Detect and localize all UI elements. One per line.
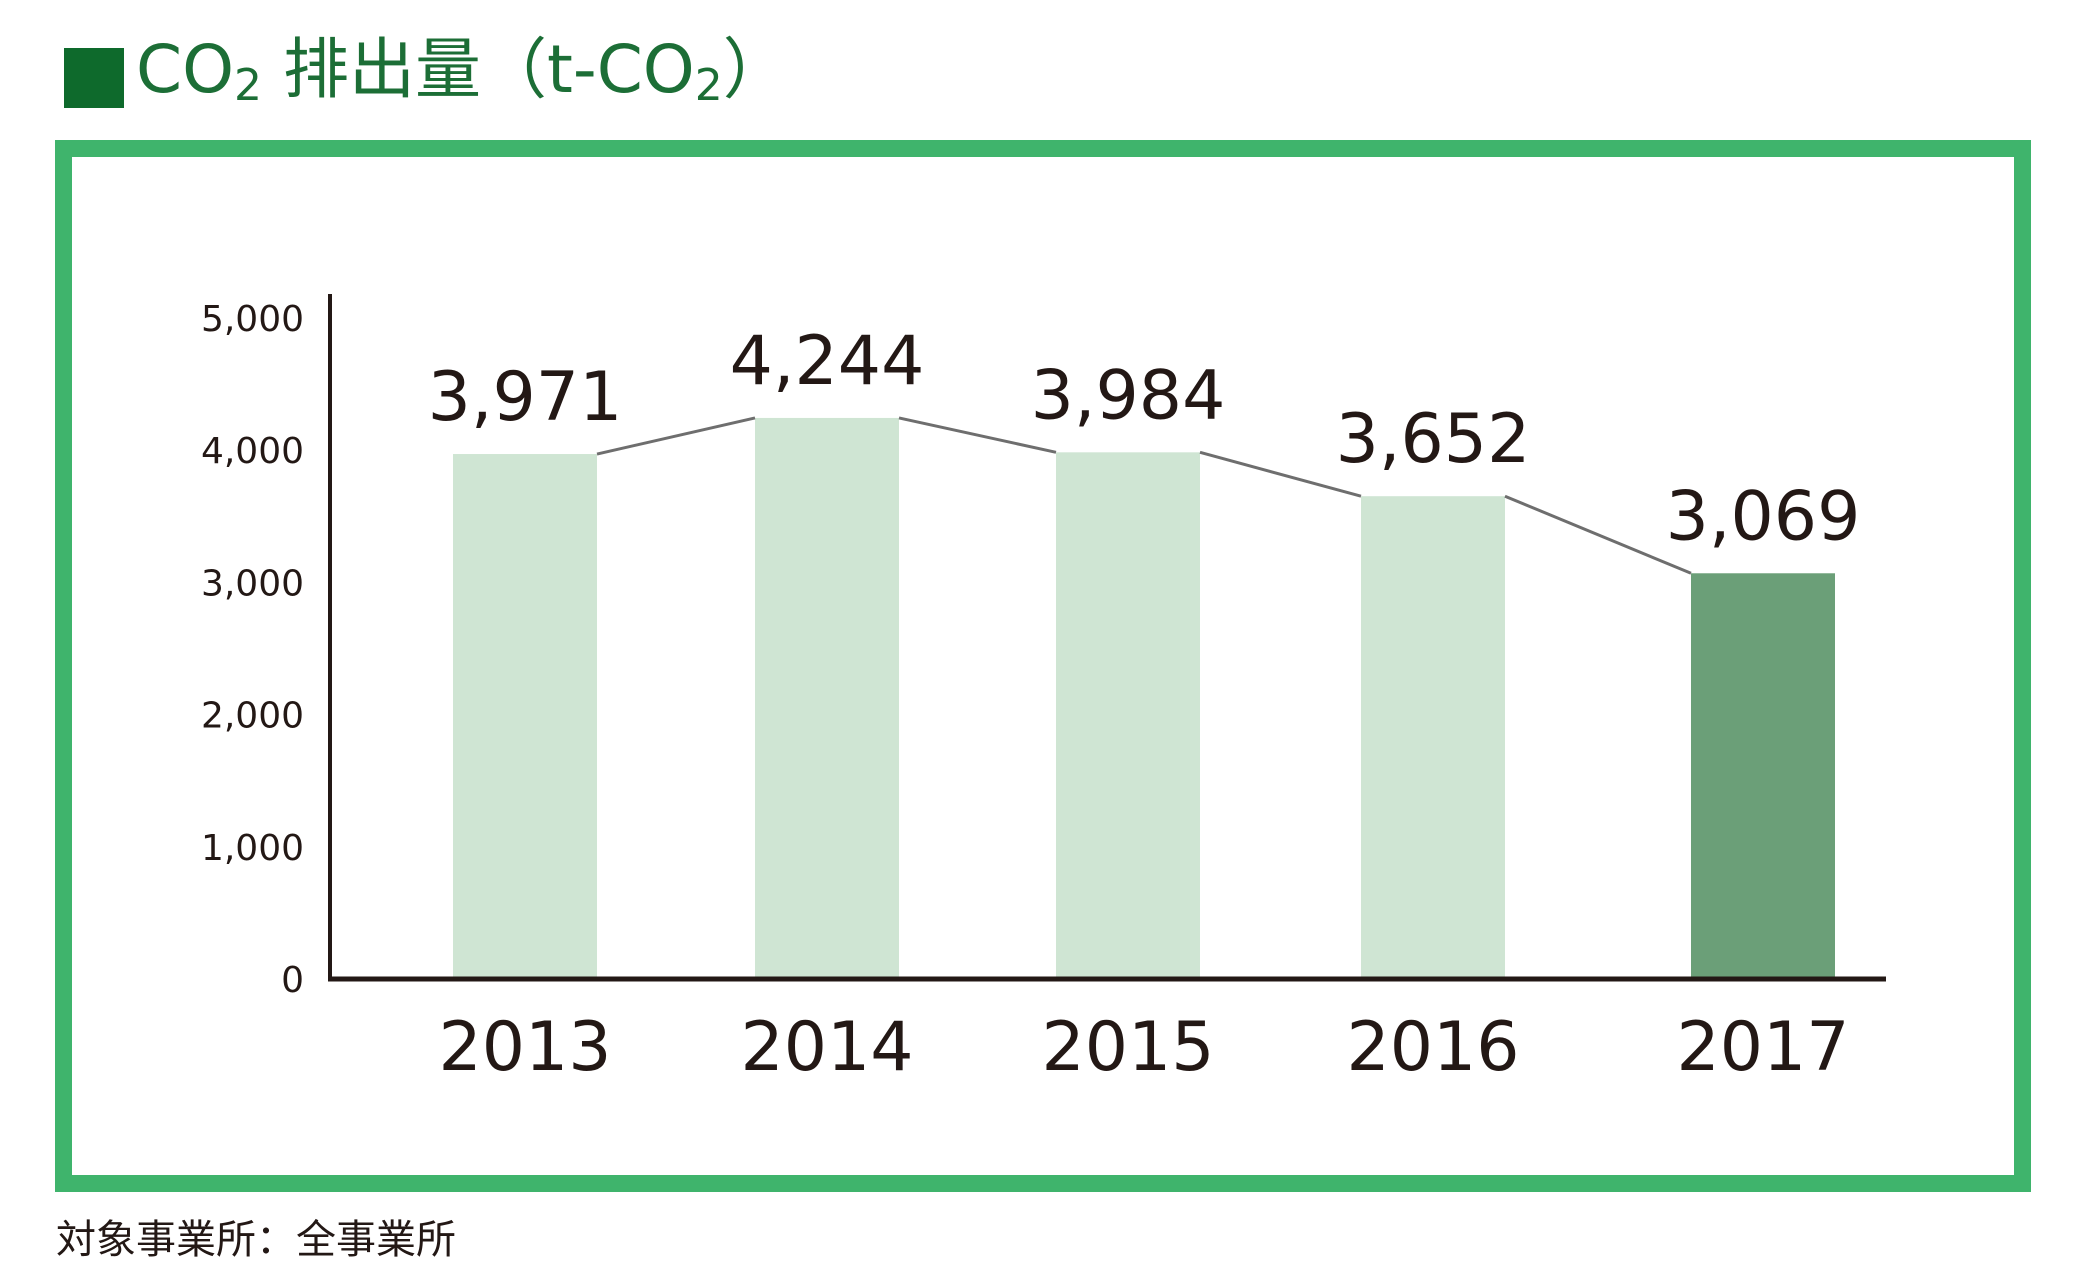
x-category-label: 2015 xyxy=(1041,1008,1214,1087)
y-tick-label: 1,000 xyxy=(201,828,304,869)
trend-segment-2015-2016 xyxy=(1199,450,1362,498)
chart-title-text: CO2 排出量（t-CO2） xyxy=(136,30,789,126)
chart-title: CO2 排出量（t-CO2） xyxy=(64,31,789,118)
x-category-label: 2014 xyxy=(740,1008,913,1087)
y-tick-label: 3,000 xyxy=(201,563,304,604)
y-tick-label: 0 xyxy=(281,960,304,1001)
value-label: 4,244 xyxy=(730,322,925,401)
x-category-label: 2017 xyxy=(1676,1008,1849,1087)
trend-segment-2016-2017 xyxy=(1504,494,1692,575)
value-label: 3,971 xyxy=(428,358,623,437)
value-label: 3,069 xyxy=(1666,477,1861,556)
bar-2017 xyxy=(1691,573,1835,979)
title-subscript-1: 2 xyxy=(234,59,263,111)
footnote: 対象事業所：全事業所 xyxy=(56,1217,456,1263)
value-label: 3,984 xyxy=(1031,356,1226,435)
title-subscript-2: 2 xyxy=(694,59,723,111)
value-label: 3,652 xyxy=(1336,400,1531,479)
y-tick-label: 4,000 xyxy=(201,431,304,472)
trend-line xyxy=(596,416,1692,575)
bar-2014 xyxy=(755,417,899,979)
bar-2015 xyxy=(1056,452,1200,979)
bars xyxy=(453,417,1835,979)
y-tick-label: 2,000 xyxy=(201,696,304,737)
title-prefix: CO xyxy=(136,31,235,109)
y-tick-label: 5,000 xyxy=(201,299,304,340)
bar-2016 xyxy=(1361,496,1505,979)
title-main: 排出量（t-CO xyxy=(262,31,695,109)
bar-2013 xyxy=(453,454,597,979)
trend-segment-2014-2015 xyxy=(898,416,1057,454)
title-suffix: ） xyxy=(722,31,789,109)
title-square-icon xyxy=(64,48,124,108)
axes xyxy=(328,294,1886,982)
labels: 0 1,000 2,000 3,000 4,000 5,000 2013 2014 2015 20… xyxy=(201,299,1860,1087)
trend-segment-2013-2014 xyxy=(596,416,756,456)
x-category-label: 2013 xyxy=(438,1008,611,1087)
x-category-label: 2016 xyxy=(1346,1008,1519,1087)
